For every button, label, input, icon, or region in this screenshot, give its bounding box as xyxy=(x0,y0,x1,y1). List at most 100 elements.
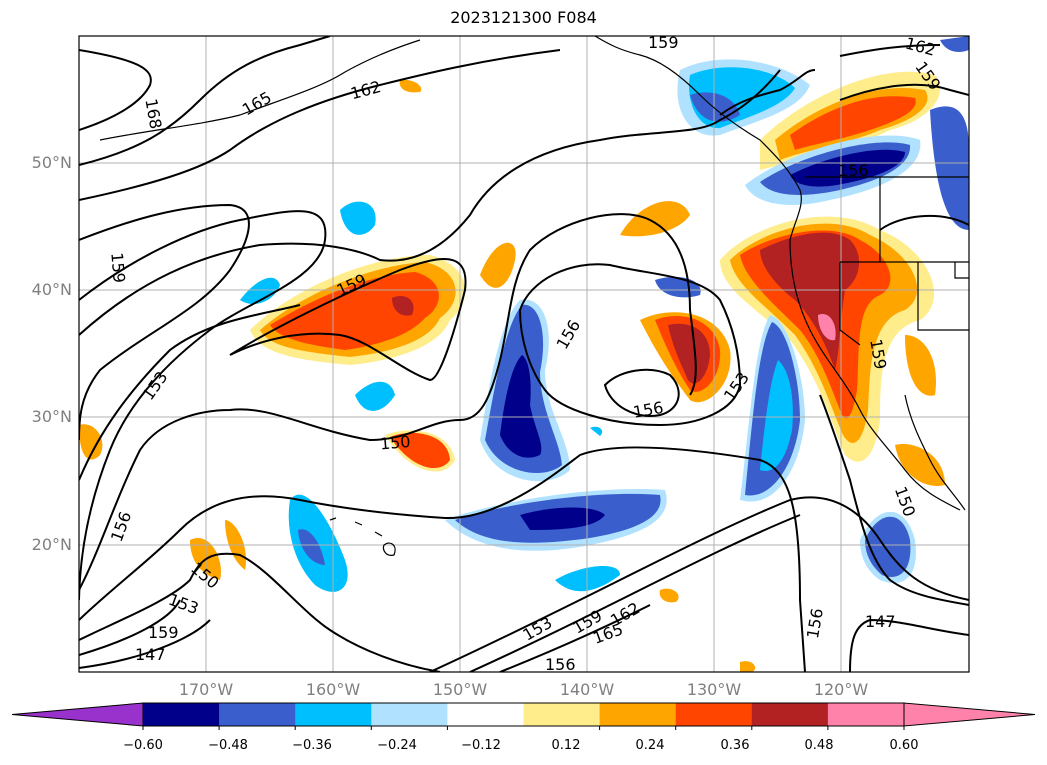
contour-line xyxy=(839,83,969,101)
positive-region xyxy=(818,314,836,341)
negative-region xyxy=(500,355,542,458)
negative-region xyxy=(520,507,605,530)
negative-region xyxy=(240,277,280,305)
colorbar-bin xyxy=(219,703,296,726)
contour-line xyxy=(79,36,331,166)
contour-line xyxy=(79,619,211,669)
contour-label: 159 xyxy=(148,623,179,642)
positive-region xyxy=(392,295,414,316)
negative-region xyxy=(298,529,325,565)
contour-line xyxy=(603,368,680,417)
colorbar xyxy=(11,702,1036,730)
contour-line xyxy=(79,304,301,481)
contour-line xyxy=(79,203,250,441)
contour-line xyxy=(849,618,969,672)
contour-line xyxy=(79,599,181,656)
lon-label-120w: 120°W xyxy=(813,680,869,699)
contour-line xyxy=(229,258,467,382)
negative-region xyxy=(760,360,793,471)
colorbar-tick-label: −0.24 xyxy=(377,738,417,753)
colorbar-outline xyxy=(142,702,905,727)
contour-label: 159 xyxy=(107,252,129,284)
chart-title: 2023121300 F084 xyxy=(450,8,597,27)
positive-region xyxy=(399,79,422,93)
contour-line xyxy=(79,552,441,672)
colorbar-tick-label: 0.48 xyxy=(804,738,834,753)
lon-label-170w: 170°W xyxy=(178,680,234,699)
contour-line xyxy=(79,446,806,672)
colorbar-tick-label: −0.12 xyxy=(461,738,501,753)
contour-label: 156 xyxy=(838,161,869,180)
shaded-field-layer xyxy=(79,36,969,672)
colorbar-tick-label: 0.36 xyxy=(720,738,750,753)
negative-region xyxy=(940,36,969,52)
positive-region xyxy=(895,444,945,486)
contour-line xyxy=(879,214,969,231)
lon-label-130w: 130°W xyxy=(686,680,742,699)
colorbar-bin xyxy=(371,703,448,726)
positive-region xyxy=(790,96,916,150)
contour-line xyxy=(79,213,697,591)
lon-label-140w: 140°W xyxy=(559,680,615,699)
contour-line xyxy=(469,514,801,672)
colorbar-tick-label: −0.60 xyxy=(123,738,163,753)
colorbar-bin xyxy=(599,703,677,726)
contour-label: 150 xyxy=(379,432,411,454)
lat-label-40n: 40°N xyxy=(31,280,72,299)
positive-region xyxy=(480,242,516,288)
colorbar-bin xyxy=(675,703,753,726)
contour-line xyxy=(429,496,969,672)
positive-region xyxy=(390,432,450,469)
positive-region xyxy=(620,201,690,237)
positive-region xyxy=(270,272,439,350)
contour-line xyxy=(518,263,742,427)
contour-line xyxy=(79,49,152,131)
graticule xyxy=(79,36,969,672)
contour-line xyxy=(499,604,651,672)
colorbar-tick-label: −0.36 xyxy=(292,738,332,753)
negative-region xyxy=(590,426,603,436)
positive-region xyxy=(668,323,710,384)
contour-label: 156 xyxy=(545,655,576,674)
lon-label-150w: 150°W xyxy=(432,680,488,699)
us-west-coast xyxy=(789,239,961,511)
lat-label-30n: 30°N xyxy=(31,407,72,426)
coastline-layer xyxy=(99,36,969,556)
colorbar-over-extension xyxy=(903,702,1036,727)
map-frame xyxy=(78,35,970,673)
negative-region xyxy=(355,381,395,411)
positive-region xyxy=(79,424,103,460)
contour-line xyxy=(79,69,781,336)
contour-label: 162 xyxy=(903,33,937,59)
negative-region xyxy=(690,92,740,122)
positive-region xyxy=(659,588,679,603)
lat-label-20n: 20°N xyxy=(31,535,72,554)
contour-line xyxy=(819,394,969,606)
lat-label-50n: 50°N xyxy=(31,153,72,172)
contour-line xyxy=(719,44,941,116)
lon-label-160w: 160°W xyxy=(305,680,361,699)
positive-region xyxy=(740,661,756,672)
colorbar-tick-label: 0.60 xyxy=(889,738,919,753)
contour-line xyxy=(79,210,327,601)
contour-label: 147 xyxy=(135,645,166,664)
colorbar-bin xyxy=(751,703,829,726)
colorbar-bin xyxy=(447,703,524,726)
state-borders xyxy=(839,177,969,346)
contour-line xyxy=(79,49,561,201)
contour-label: 147 xyxy=(865,612,896,631)
negative-region xyxy=(930,106,969,230)
baja-coast xyxy=(904,394,966,511)
colorbar-bin xyxy=(143,703,220,726)
colorbar-bin xyxy=(827,703,905,726)
colorbar-under-extension xyxy=(11,702,144,727)
positive-region xyxy=(905,335,936,396)
colorbar-tick-label: −0.48 xyxy=(208,738,248,753)
hawaii-islands xyxy=(329,517,396,556)
contour-label: 159 xyxy=(648,33,679,52)
contour-layer xyxy=(79,36,969,672)
colorbar-tick-label: 0.12 xyxy=(551,738,581,753)
colorbar-bin xyxy=(523,703,601,726)
colorbar-tick-label: 0.24 xyxy=(635,738,665,753)
